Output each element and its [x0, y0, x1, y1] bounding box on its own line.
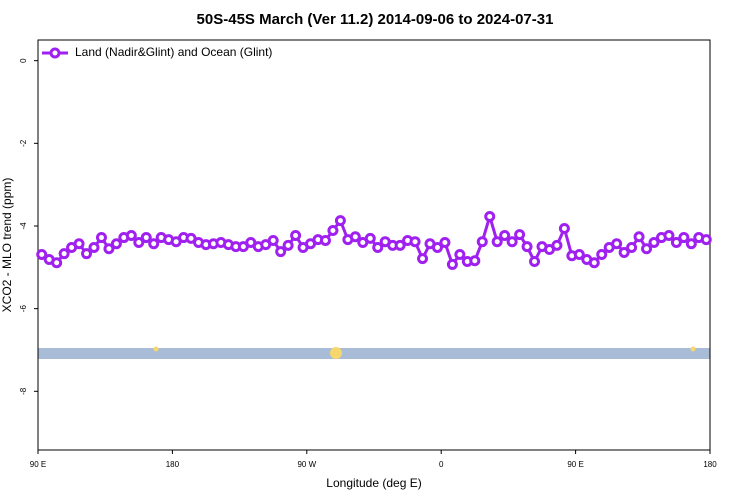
x-tick-label: 0 [439, 460, 444, 469]
legend-marker [49, 47, 61, 59]
y-tick-label: -2 [19, 139, 28, 147]
data-point [51, 257, 63, 269]
data-point [267, 234, 279, 246]
data-point [364, 232, 376, 244]
data-point [611, 238, 623, 250]
data-point [275, 246, 287, 258]
data-point [81, 248, 93, 260]
legend-label: Land (Nadir&Glint) and Ocean (Glint) [75, 45, 272, 59]
data-point [125, 229, 137, 241]
data-point [476, 236, 488, 248]
y-tick-label: 0 [19, 58, 28, 63]
y-axis-label: XCO2 - MLO trend (ppm) [0, 178, 14, 313]
land-dot [690, 346, 696, 352]
x-tick-label: 180 [703, 460, 717, 469]
x-tick-label: 180 [166, 460, 180, 469]
y-tick-label: -6 [19, 305, 28, 313]
data-point [678, 232, 690, 244]
data-point [558, 222, 570, 234]
data-point [491, 236, 503, 248]
data-point [514, 229, 526, 241]
data-point [327, 225, 339, 237]
data-point [394, 239, 406, 251]
data-point [446, 258, 458, 270]
data-point [103, 243, 115, 255]
data-point [551, 239, 563, 251]
data-point [618, 246, 630, 258]
data-point [290, 229, 302, 241]
data-point [469, 255, 481, 267]
data-point [58, 248, 70, 260]
data-point [529, 256, 541, 268]
land-band [38, 348, 710, 359]
data-point [349, 231, 361, 243]
y-tick-label: -8 [19, 387, 28, 395]
data-point [36, 249, 48, 261]
data-point [454, 249, 466, 261]
data-point [573, 249, 585, 261]
data-point [596, 249, 608, 261]
plot-frame [37, 39, 711, 451]
data-point [700, 234, 712, 246]
data-point [499, 229, 511, 241]
data-point [633, 231, 645, 243]
data-point [73, 238, 85, 250]
data-point [670, 237, 682, 249]
data-point [626, 241, 638, 253]
data-point [439, 237, 451, 249]
land-dot [153, 346, 159, 352]
x-tick-label: 90 W [297, 460, 316, 469]
data-point [484, 210, 496, 222]
data-point [685, 238, 697, 250]
data-point [431, 241, 443, 253]
data-point [110, 238, 122, 250]
data-point [521, 241, 533, 253]
data-point [95, 232, 107, 244]
data-point [140, 232, 152, 244]
data-point [88, 241, 100, 253]
chart-title: 50S-45S March (Ver 11.2) 2014-09-06 to 2… [197, 11, 554, 28]
data-point [282, 239, 294, 251]
data-point [506, 236, 518, 248]
y-tick-label: -4 [19, 222, 28, 230]
data-point [641, 243, 653, 255]
data-point [417, 253, 429, 265]
data-point [648, 237, 660, 249]
land-dot [330, 347, 342, 359]
data-point [409, 236, 421, 248]
data-point [319, 234, 331, 246]
data-point [334, 215, 346, 227]
data-point [372, 241, 384, 253]
x-tick-label: 90 E [567, 460, 583, 469]
data-point [663, 229, 675, 241]
x-axis-label: Longitude (deg E) [326, 476, 421, 490]
data-point [133, 237, 145, 249]
data-point [588, 257, 600, 269]
data-point [148, 238, 160, 250]
x-tick-label: 90 E [30, 460, 46, 469]
